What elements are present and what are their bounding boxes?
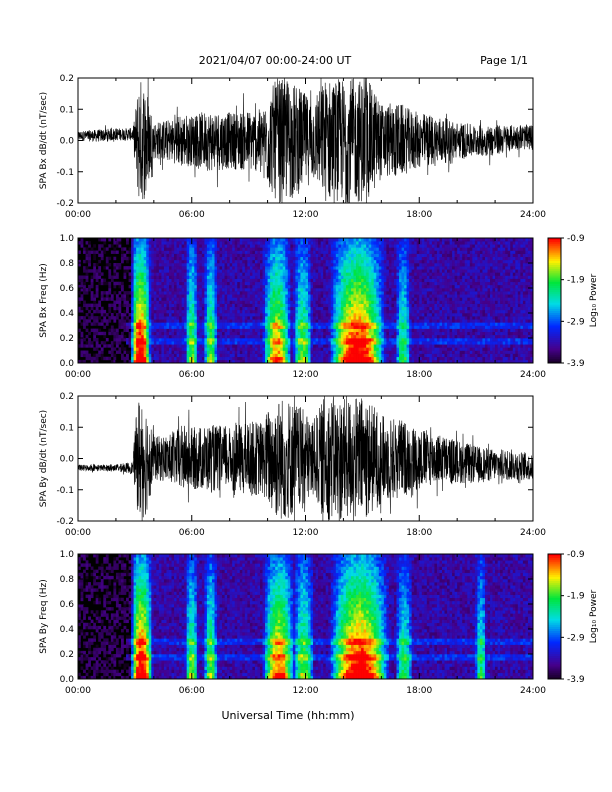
x-tick-label: 18:00 [406, 686, 432, 696]
y-tick-label: 0.6 [60, 600, 75, 610]
x-tick-label: 06:00 [179, 686, 205, 696]
plot-frame [77, 395, 534, 522]
signal-trace [78, 396, 533, 521]
by-time-series-panel: 00:00 06:00 12:00 18:00 24:00 -0.2 -0.1 0.0 0.1 0… [39, 392, 546, 538]
colorbar: -0.9 -1.9 -2.9 -3.9 Log₁₀ Power [547, 550, 599, 685]
x-tick-label: 12:00 [293, 528, 319, 538]
x-tick-label: 00:00 [65, 210, 91, 220]
x-tick-label: 06:00 [179, 210, 205, 220]
y-tick-label: -0.2 [56, 517, 74, 527]
colorbar-tick-label: -2.9 [567, 317, 585, 327]
colorbar: -0.9 -1.9 -2.9 -3.9 Log₁₀ Power [547, 234, 599, 369]
y-tick-label: 0.4 [60, 625, 75, 635]
x-tick-label: 12:00 [293, 370, 319, 380]
y-tick-label: -0.1 [56, 486, 74, 496]
x-tick-label: 00:00 [65, 370, 91, 380]
by-spectrogram-panel: 00:00 06:00 12:00 18:00 24:00 0.0 0.2 0.4 0.6 0.8… [39, 550, 599, 696]
colorbar-label: Log₁₀ Power [589, 274, 599, 328]
y-tick-label: 0.0 [60, 137, 75, 147]
y-tick-label: 0.2 [60, 650, 74, 660]
x-tick-label: 00:00 [65, 528, 91, 538]
colorbar-frame [547, 237, 562, 364]
x-tick-label: 18:00 [406, 528, 432, 538]
plot-frame [77, 237, 534, 364]
colorbar-tick-label: -3.9 [567, 675, 585, 685]
x-tick-label: 24:00 [520, 686, 546, 696]
y-tick-label: 1.0 [60, 550, 75, 560]
y-axis-label: SPA By Freq (Hz) [39, 579, 49, 654]
x-tick-label: 12:00 [293, 210, 319, 220]
x-tick-label: 18:00 [406, 370, 432, 380]
y-tick-label: 0.4 [60, 309, 75, 319]
y-tick-label: 0.8 [60, 575, 75, 585]
figure-title: 2021/04/07 00:00-24:00 UT [199, 54, 352, 67]
y-tick-label: -0.1 [56, 168, 74, 178]
colorbar-tick-label: -0.9 [567, 234, 585, 244]
y-axis-label: SPA By dB/dt (nT/sec) [39, 410, 49, 507]
x-axis-label: Universal Time (hh:mm) [222, 709, 355, 722]
plot-frame [77, 553, 534, 680]
x-tick-label: 24:00 [520, 370, 546, 380]
spectrogram-image [78, 238, 534, 364]
y-tick-label: 0.2 [60, 74, 74, 84]
colorbar-frame [547, 553, 562, 680]
x-tick-label: 18:00 [406, 210, 432, 220]
y-tick-label: 0.2 [60, 392, 74, 402]
y-axis-label: SPA Bx Freq (Hz) [39, 263, 49, 338]
x-tick-label: 12:00 [293, 686, 319, 696]
x-tick-label: 24:00 [520, 528, 546, 538]
colorbar-tick-label: -1.9 [567, 276, 585, 286]
y-tick-label: 0.2 [60, 334, 74, 344]
y-tick-label: 0.0 [60, 675, 75, 685]
page-indicator: Page 1/1 [480, 54, 528, 67]
y-tick-label: -0.2 [56, 199, 74, 209]
y-tick-label: 1.0 [60, 234, 75, 244]
signal-trace [78, 78, 533, 203]
colorbar-tick-label: -1.9 [567, 592, 585, 602]
colorbar-tick-label: -2.9 [567, 633, 585, 643]
colorbar-tick-label: -3.9 [567, 359, 585, 369]
spectrogram-image [78, 554, 534, 680]
colorbar-label: Log₁₀ Power [589, 590, 599, 644]
bx-time-series-panel: 00:00 06:00 12:00 18:00 24:00 -0.2 -0.1 0.0 0.1 0… [39, 74, 546, 220]
y-tick-label: 0.6 [60, 284, 75, 294]
colorbar-tick-label: -0.9 [567, 550, 585, 560]
plot-frame [77, 77, 534, 204]
x-tick-label: 06:00 [179, 370, 205, 380]
y-axis-label: SPA Bx dB/dt (nT/sec) [39, 92, 49, 189]
y-tick-label: 0.1 [60, 105, 74, 115]
x-tick-label: 06:00 [179, 528, 205, 538]
bx-spectrogram-panel: 00:00 06:00 12:00 18:00 24:00 0.0 0.2 0.4 0.6 0.8… [39, 234, 599, 380]
x-tick-label: 00:00 [65, 686, 91, 696]
y-tick-label: 0.0 [60, 359, 75, 369]
y-tick-label: 0.8 [60, 259, 75, 269]
x-tick-label: 24:00 [520, 210, 546, 220]
y-tick-label: 0.0 [60, 455, 75, 465]
y-tick-label: 0.1 [60, 423, 74, 433]
